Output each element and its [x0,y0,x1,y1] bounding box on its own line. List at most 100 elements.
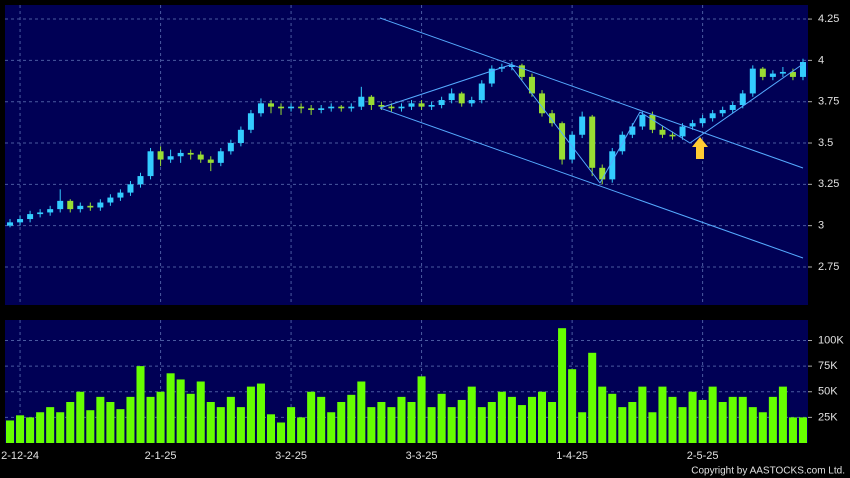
volume-bar [206,402,215,443]
volume-bar [688,391,697,443]
candle-body [328,106,335,109]
candle-body [167,156,174,160]
volume-bar [437,393,446,443]
volume-bar [698,399,707,443]
candle-body [779,71,786,74]
volume-bar [467,386,476,443]
candle-body [468,100,475,104]
volume-bar [568,369,577,443]
volume-bar [337,402,346,443]
candle-body [308,108,315,110]
x-tick-label: 2-1-25 [145,450,177,462]
trendline [689,63,804,144]
y-tick-label: 4 [818,54,824,66]
x-tick-label: 2-5-25 [687,450,719,462]
candle-body [117,192,124,198]
volume-bar [718,402,727,443]
candle-body [27,214,34,220]
volume-bar [618,407,627,443]
volume-bar [146,396,155,443]
volume-bar [76,391,85,443]
volume-bar [608,393,617,443]
volume-bar [26,417,35,443]
trendline [599,111,641,184]
volume-panel [5,320,808,443]
volume-bar [16,415,25,443]
candle-body [579,116,586,135]
volume-bar [367,407,376,443]
copyright: Copyright by AASTOCKS.com Ltd. [691,466,845,477]
candle-body [669,134,676,137]
volume-bar [317,396,326,443]
volume-bar [517,405,526,443]
candle-body [589,116,596,168]
candle-body [207,159,214,163]
candle-body [247,113,254,130]
layer: 4.25 4 3.75 3.5 3.25 3 2.75 25K 50K 75K 100K 2-12-2… [1,5,844,462]
candle-body [338,106,345,109]
candle-body [729,105,736,110]
volume-bar [457,399,466,443]
volume-bar [56,412,65,443]
candle-body [438,100,445,105]
volume-bar [186,393,195,443]
volume-bar [728,396,737,443]
volume-bar [357,381,366,443]
candle-body [7,222,14,226]
volume-bar [638,386,647,443]
candle-body [368,96,375,105]
x-tick-label: 3-2-25 [275,450,307,462]
volume-bar [166,373,175,443]
volume-bar [36,412,45,443]
candle-body [67,200,74,210]
candle-body [488,68,495,84]
y-tick-label: 75K [818,360,838,372]
volume-bar [487,402,496,443]
y-tick-label: 2.75 [818,261,839,273]
volume-bar [126,396,135,443]
y-tick-label: 50K [818,386,838,398]
candle-body [57,200,64,210]
volume-bar [648,412,657,443]
trendlines [379,17,804,259]
volume-bar [537,391,547,443]
volume-bar [407,402,416,443]
volume-bar [387,407,396,443]
candle-body [639,114,646,127]
candle-body [559,123,566,160]
candle-body [549,113,556,124]
candle-body [217,151,224,163]
volume-bar [588,352,597,443]
volume-bar [46,407,55,443]
volume-bar [507,396,516,443]
volume-bar [768,396,777,443]
candle-body [528,76,535,94]
volume-bar [246,386,255,443]
volume-bar [156,391,165,443]
candle-body [97,202,104,208]
volume-bar [96,396,105,443]
candle-body [448,93,455,101]
candle-body [298,106,305,109]
candle-body [789,71,796,77]
volume-bar [578,412,587,443]
volume-bar [266,414,276,443]
volume-bar [277,422,286,443]
y-tick-label: 3.5 [818,137,833,149]
volume-bar [287,407,296,443]
y-tick-label: 3.75 [818,96,839,108]
candle-body [539,93,546,114]
candle-body [689,123,696,127]
candle-body [398,106,405,109]
candle-body [77,205,84,210]
candle-body [699,118,706,124]
volume-bar [708,386,717,443]
candle-body [769,73,776,77]
candle-body [197,154,204,160]
candle-body [418,103,425,107]
candle-body [719,109,726,114]
candle-body [679,126,686,137]
candle-body [37,212,44,215]
volume-bar [788,417,797,443]
